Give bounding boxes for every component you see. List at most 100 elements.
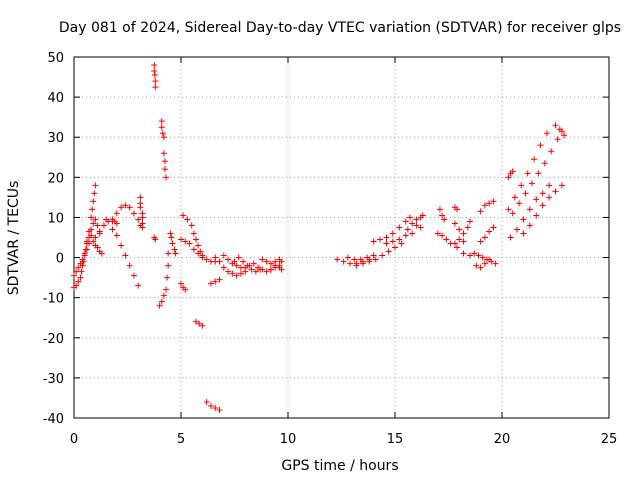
data-point [535, 170, 542, 177]
data-point [165, 250, 172, 257]
data-point [178, 280, 184, 287]
data-point [118, 242, 125, 249]
data-point [509, 210, 516, 217]
data-point [263, 268, 270, 275]
data-point [158, 298, 165, 305]
series-s40 [477, 198, 497, 215]
data-point [340, 258, 347, 265]
data-point [188, 222, 195, 229]
data-point [516, 200, 523, 207]
x-tick-label: 25 [601, 432, 618, 447]
data-point [460, 238, 467, 245]
data-point [259, 256, 266, 263]
data-point [250, 260, 257, 267]
data-point [139, 224, 146, 231]
data-point [539, 190, 546, 197]
data-point [528, 180, 535, 187]
data-point [83, 246, 90, 253]
data-point [466, 218, 473, 225]
data-point [151, 62, 158, 69]
data-point [372, 256, 379, 263]
data-point [464, 224, 471, 231]
data-point [518, 182, 525, 189]
data-point [159, 130, 166, 137]
data-point [212, 278, 219, 285]
data-point [77, 260, 84, 267]
data-point [379, 252, 386, 259]
data-point [92, 216, 99, 223]
data-point [366, 258, 373, 265]
series-s18 [192, 318, 206, 329]
data-point [357, 256, 364, 263]
data-point [231, 258, 238, 265]
data-point [486, 228, 493, 235]
series-s26 [267, 262, 285, 273]
data-point [481, 234, 488, 241]
data-point [417, 224, 424, 231]
data-point [552, 122, 559, 129]
series-s12 [158, 118, 170, 181]
data-point [220, 252, 227, 259]
data-point [78, 268, 85, 275]
data-point [479, 254, 486, 261]
data-point [163, 174, 170, 181]
series-s36 [451, 204, 461, 213]
data-point [88, 214, 95, 221]
data-point [511, 194, 518, 201]
y-tick-label: 10 [47, 211, 64, 226]
data-point [207, 280, 214, 287]
data-point [71, 272, 77, 279]
data-point [526, 222, 533, 229]
series-s11 [151, 234, 159, 243]
data-point [370, 252, 377, 259]
data-point [481, 260, 488, 267]
data-point [434, 230, 441, 237]
data-point [113, 232, 120, 239]
data-point [169, 240, 176, 247]
data-point [454, 244, 461, 251]
series-s14 [167, 230, 179, 257]
series-s33 [413, 222, 424, 231]
series-s45 [505, 130, 550, 213]
data-point [278, 266, 285, 273]
series-s15 [178, 280, 189, 293]
data-point [139, 214, 146, 221]
data-point [192, 236, 199, 243]
data-point [89, 206, 96, 213]
data-point [220, 264, 227, 271]
data-points [71, 62, 568, 413]
data-point [492, 260, 499, 267]
data-point [73, 268, 80, 275]
data-point [383, 240, 390, 247]
x-tick-label: 20 [494, 432, 511, 447]
data-point [520, 230, 527, 237]
x-tick-labels: 0 5 10 15 20 25 [70, 432, 617, 447]
x-tick-label: 0 [70, 432, 78, 447]
data-point [389, 230, 396, 237]
data-point [406, 214, 413, 221]
data-point [216, 258, 223, 265]
data-point [451, 240, 458, 247]
data-point [402, 232, 409, 239]
data-point [100, 222, 107, 229]
series-s43 [473, 256, 493, 271]
series-s25 [259, 256, 285, 267]
data-point [168, 234, 175, 241]
series-s28 [344, 252, 377, 263]
data-point [255, 264, 262, 271]
data-point [396, 224, 403, 231]
data-point [233, 272, 240, 279]
data-point [152, 236, 159, 243]
data-point [113, 220, 120, 227]
data-point [77, 274, 84, 281]
data-point [520, 216, 527, 223]
y-tick-label: 0 [56, 252, 64, 267]
data-point [353, 262, 360, 269]
data-point [490, 224, 497, 231]
data-point [252, 268, 259, 275]
data-point [409, 220, 416, 227]
data-point [113, 210, 120, 217]
data-point [351, 256, 358, 263]
x-axis-label: GPS time / hours [281, 458, 398, 474]
data-point [454, 206, 461, 213]
